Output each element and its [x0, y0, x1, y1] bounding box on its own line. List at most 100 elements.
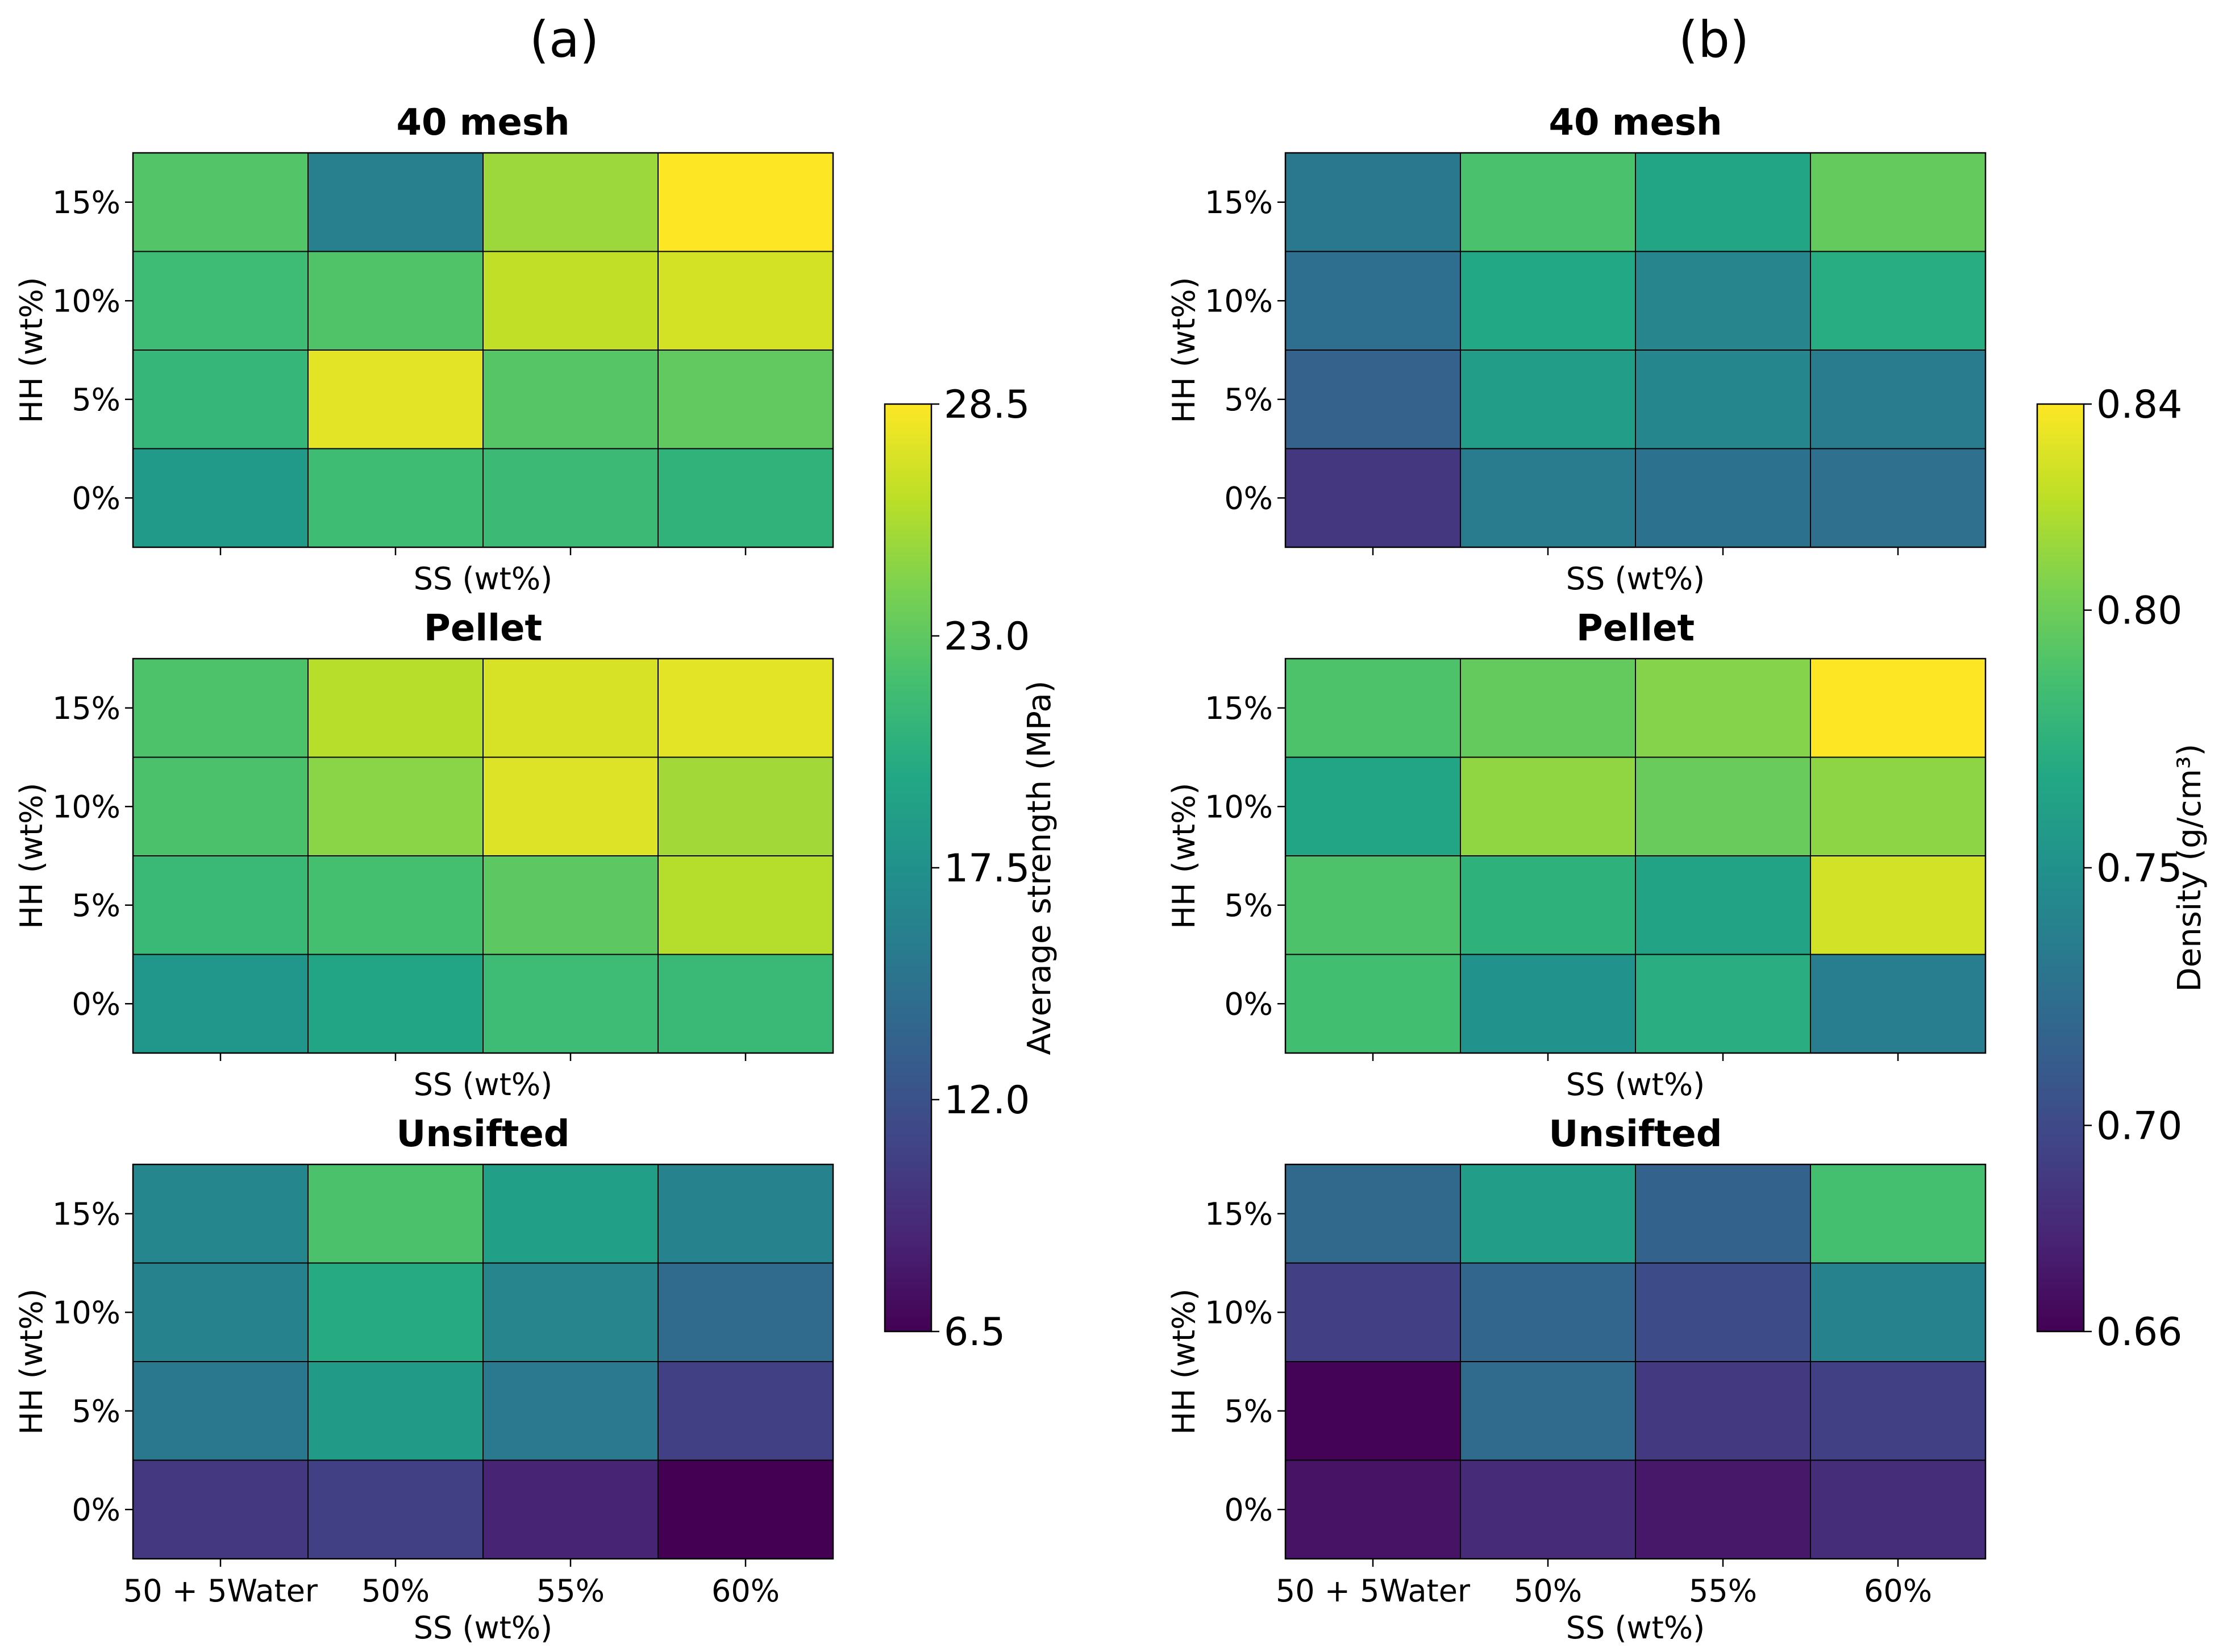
- colorbar: 0.66 0.70 0.75 0.80 0.84 Density (g/cm³): [2036, 382, 2208, 1355]
- heatmap-cell: [1285, 1361, 1461, 1461]
- y-tick-label: 10%: [52, 283, 120, 319]
- heatmap-cell: [482, 658, 659, 758]
- y-tick-label: 0%: [1224, 986, 1273, 1022]
- heatmap-cell: [482, 954, 659, 1054]
- heatmap-cell: [307, 1164, 484, 1264]
- colorbar-tick-label: 23.0: [944, 614, 1030, 659]
- heatmap-cell: [132, 152, 309, 252]
- heatmap-cell: [132, 756, 309, 856]
- heatmap-unsifted: Unsifted 15% 10% 5% 0% 50 + 5Water 50% 55% 60% SS…: [14, 1113, 834, 1646]
- heatmap-cell: [1285, 756, 1461, 856]
- heatmap-cell: [1285, 349, 1461, 450]
- y-tick-label: 15%: [1205, 1196, 1273, 1232]
- heatmap-cell: [482, 855, 659, 955]
- y-tick-label: 10%: [1205, 1295, 1273, 1330]
- axes-frame: [132, 152, 834, 548]
- y-tick-label: 5%: [1224, 888, 1273, 923]
- heatmap-cell: [1285, 1262, 1461, 1362]
- x-axis-label: SS (wt%): [1566, 1610, 1705, 1646]
- subplot-title: Pellet: [424, 607, 542, 650]
- heatmap-cell: [657, 1262, 834, 1362]
- x-tick-label: 50 + 5Water: [1276, 1573, 1471, 1609]
- heatmap-unsifted: Unsifted 15% 10% 5% 0% 50 + 5Water 50% 55% 60% SS…: [1166, 1113, 1987, 1646]
- y-tick-label: 15%: [1205, 185, 1273, 220]
- x-tick-label: 50%: [361, 1573, 430, 1609]
- heatmap-cell: [1635, 954, 1811, 1054]
- heatmap-40-mesh: 40 mesh 15% 10% 5% 0% SS (wt%) HH (wt%): [14, 102, 834, 597]
- y-tick-label: 0%: [72, 1492, 120, 1528]
- heatmap-cell: [657, 1164, 834, 1264]
- panel-b: 40 mesh 15% 10% 5% 0% SS (wt%) HH (wt%) Pellet 1…: [1166, 102, 2208, 1646]
- heatmap-cell: [1460, 756, 1636, 856]
- heatmap-cell: [132, 349, 309, 450]
- heatmap-cell: [1810, 1361, 1986, 1461]
- colorbar-tick-label: 17.5: [944, 846, 1030, 891]
- heatmap-cell: [1460, 448, 1636, 548]
- heatmap-cell: [657, 349, 834, 450]
- subplot-title: Unsifted: [1549, 1113, 1722, 1155]
- y-tick-label: 10%: [1205, 789, 1273, 825]
- heatmap-40-mesh: 40 mesh 15% 10% 5% 0% SS (wt%) HH (wt%): [1166, 102, 1987, 597]
- heatmap-cell: [132, 855, 309, 955]
- colorbar-tick-label: 12.0: [944, 1078, 1030, 1123]
- y-tick-label: 15%: [52, 690, 120, 726]
- heatmap-cell: [1285, 448, 1461, 548]
- heatmap-cell: [1810, 349, 1986, 450]
- y-tick-label: 5%: [1224, 1393, 1273, 1429]
- y-tick-label: 0%: [1224, 480, 1273, 516]
- heatmap-cell: [1810, 954, 1986, 1054]
- heatmap-cell: [1285, 658, 1461, 758]
- heatmap-cell: [132, 251, 309, 351]
- colorbar-tick-label: 0.80: [2096, 589, 2182, 634]
- heatmap-cell: [1285, 1164, 1461, 1264]
- x-axis-label: SS (wt%): [414, 1067, 553, 1102]
- y-tick-label: 0%: [1224, 1492, 1273, 1528]
- heatmap-cell: [132, 1262, 309, 1362]
- heatmap-cell: [1460, 954, 1636, 1054]
- colorbar-tick-label: 28.5: [944, 382, 1030, 427]
- heatmap-cell: [1460, 1361, 1636, 1461]
- heatmap-pellet: Pellet 15% 10% 5% 0% SS (wt%) HH (wt%): [1166, 607, 1987, 1102]
- heatmap-cell: [1460, 349, 1636, 450]
- heatmap-cell: [657, 1361, 834, 1461]
- heatmap-cell: [1635, 152, 1811, 252]
- panel-label-b: (b): [1679, 10, 1750, 69]
- heatmap-cell: [1460, 251, 1636, 351]
- axes-frame: [1284, 1163, 1987, 1560]
- y-tick-label: 5%: [72, 382, 120, 418]
- heatmap-cell: [307, 448, 484, 548]
- heatmap-cell: [657, 152, 834, 252]
- heatmap-cell: [1460, 152, 1636, 252]
- heatmap-cell: [1635, 349, 1811, 450]
- heatmap-cell: [1285, 152, 1461, 252]
- colorbar-tick-label: 6.5: [944, 1310, 1005, 1355]
- heatmap-cell: [307, 349, 484, 450]
- axes-frame: [132, 658, 834, 1054]
- heatmap-cell: [1810, 1459, 1986, 1559]
- subplot-title: 40 mesh: [1549, 102, 1722, 144]
- heatmap-cell: [482, 1262, 659, 1362]
- heatmap-cell: [307, 855, 484, 955]
- heatmap-cell: [657, 448, 834, 548]
- heatmap-cell: [1285, 1459, 1461, 1559]
- heatmap-cell: [657, 954, 834, 1054]
- heatmap-cell: [1810, 658, 1986, 758]
- panel-a: 40 mesh 15% 10% 5% 0% SS (wt%) HH (wt%) Pellet 1…: [14, 102, 1058, 1646]
- subplot-title: Pellet: [1576, 607, 1695, 650]
- heatmap-cell: [1460, 855, 1636, 955]
- heatmap-cell: [482, 349, 659, 450]
- x-axis-label: SS (wt%): [414, 561, 553, 597]
- axes-frame: [132, 1163, 834, 1560]
- heatmap-pellet: Pellet 15% 10% 5% 0% SS (wt%) HH (wt%): [14, 607, 834, 1102]
- heatmap-cell: [1810, 1164, 1986, 1264]
- heatmap-cell: [307, 954, 484, 1054]
- heatmap-cell: [132, 954, 309, 1054]
- y-tick-label: 5%: [72, 1393, 120, 1429]
- heatmap-cell: [657, 251, 834, 351]
- heatmap-cell: [132, 1164, 309, 1264]
- colorbar: 6.5 12.0 17.5 23.0 28.5 Average strength (MPa…: [884, 382, 1058, 1355]
- x-tick-label: 60%: [711, 1573, 780, 1609]
- y-axis-label: HH (wt%): [1166, 277, 1202, 423]
- heatmap-cell: [132, 658, 309, 758]
